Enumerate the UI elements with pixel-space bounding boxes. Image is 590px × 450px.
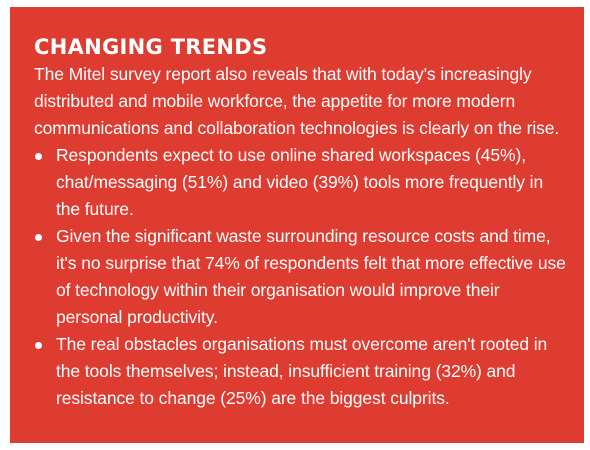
bullet-dot-icon bbox=[35, 342, 42, 349]
bullet-text: Respondents expect to use online shared … bbox=[56, 145, 544, 219]
bullet-text: Given the significant waste surrounding … bbox=[56, 226, 566, 327]
bullet-dot-icon bbox=[35, 234, 42, 241]
bullet-list: Respondents expect to use online shared … bbox=[34, 142, 568, 412]
bullet-item: Given the significant waste surrounding … bbox=[34, 223, 568, 331]
intro-paragraph: The Mitel survey report also reveals tha… bbox=[34, 64, 560, 138]
bullet-dot-icon bbox=[35, 153, 42, 160]
bullet-item: Respondents expect to use online shared … bbox=[34, 142, 568, 223]
changing-trends-panel: CHANGING TRENDS The Mitel survey report … bbox=[10, 7, 584, 443]
bullet-text: The real obstacles organisations must ov… bbox=[56, 334, 548, 408]
bullet-item: The real obstacles organisations must ov… bbox=[34, 331, 568, 412]
panel-title: CHANGING TRENDS bbox=[34, 35, 268, 59]
